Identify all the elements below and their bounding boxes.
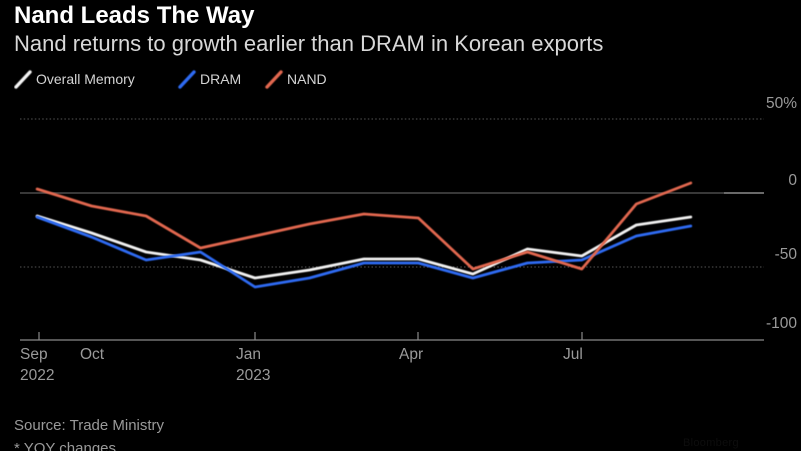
svg-text:2023: 2023: [236, 367, 270, 384]
svg-text:0: 0: [788, 172, 797, 189]
svg-text:Jul: Jul: [563, 346, 583, 363]
svg-text:Sep: Sep: [20, 346, 48, 363]
svg-text:-50: -50: [775, 246, 798, 263]
svg-text:2022: 2022: [20, 367, 54, 384]
svg-text:Apr: Apr: [399, 346, 423, 363]
svg-text:Jan: Jan: [236, 346, 261, 363]
svg-text:-100: -100: [766, 315, 797, 332]
svg-text:50%: 50%: [766, 95, 797, 112]
svg-text:Oct: Oct: [80, 346, 105, 363]
